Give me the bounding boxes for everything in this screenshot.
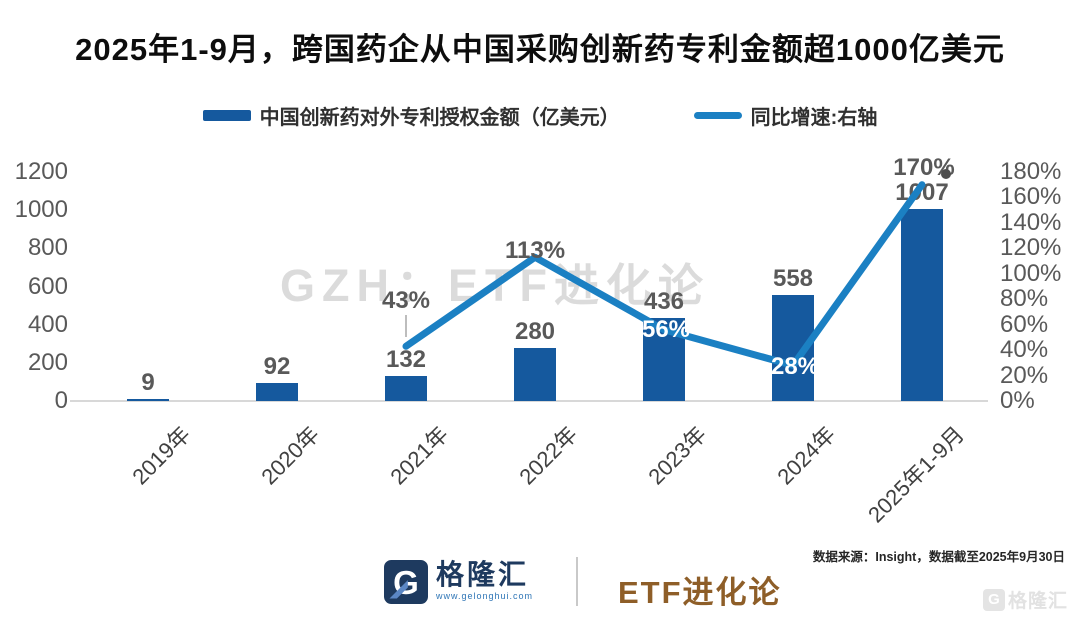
right-axis-tick: 100% [1000,259,1062,287]
right-axis-tick: 20% [1000,361,1049,389]
bar-value-label: 558 [772,264,814,292]
right-axis-tick: 60% [1000,310,1049,338]
bar-series-swatch [202,110,251,121]
brand-name: 格隆汇 [436,559,530,590]
line-value-label: 56% [641,315,691,343]
bar-2021年 [385,375,427,401]
left-axis-tick: 0 [54,387,68,414]
line-value-label: 28% [770,353,820,381]
bar-value-label: 132 [385,345,427,373]
data-source-note: 数据来源：Insight，数据截至2025年9月30日 [812,550,1065,564]
right-axis-tick: 0% [1000,387,1035,414]
left-axis-tick: 1200 [14,158,68,185]
legend: 中国创新药对外专利授权金额（亿美元） 同比增速:右轴 [0,101,1080,130]
left-axis-tick: 1000 [14,196,68,224]
bar-value-label: 280 [514,317,556,345]
line-value-label: 43% [381,287,431,315]
left-axis-tick: 400 [27,310,68,338]
legend-item-bar: 中国创新药对外专利授权金额（亿美元） [202,101,620,130]
bar-2020年 [256,383,298,401]
bar-2025年1-9月 [901,208,943,401]
account-name: ETF进化论 [618,575,782,610]
label-leader-line [405,315,407,338]
chart-title: 2025年1-9月，跨国药企从中国采购创新药专利金额超1000亿美元 [75,32,1005,67]
left-axis-tick: 800 [27,234,68,262]
bar-2019年 [127,399,169,401]
bar-value-label: 92 [263,353,291,381]
right-axis-tick: 80% [1000,285,1049,313]
corner-watermark-icon: G [982,588,1005,611]
footer-divider [576,557,578,606]
left-axis-tick: 200 [27,348,68,376]
right-axis-tick: 120% [1000,234,1062,262]
gelonghui-logo: G 格隆汇 www.gelonghui.com [384,560,533,604]
line-value-label: 113% [504,237,566,265]
gelonghui-logo-icon: G [384,560,428,604]
corner-watermark: G 格隆汇 [982,586,1068,613]
corner-watermark-text: 格隆汇 [1007,591,1068,612]
bar-2022年 [514,347,556,401]
bar-value-label: 9 [141,369,155,397]
line-end-marker [941,169,951,179]
right-axis-tick: 180% [1000,158,1062,185]
right-axis-tick: 160% [1000,183,1062,211]
bar-series-label: 中国创新药对外专利授权金额（亿美元） [259,107,620,129]
x-axis-baseline [70,400,988,402]
right-axis-tick: 140% [1000,208,1062,236]
bar-value-label: 436 [643,287,685,315]
left-axis-tick: 600 [27,272,68,300]
legend-item-line: 同比增速:右轴 [693,101,878,130]
brand-url: www.gelonghui.com [436,591,534,601]
line-series-swatch [693,112,742,119]
right-axis-tick: 40% [1000,336,1049,364]
line-series-label: 同比增速:右轴 [750,107,878,129]
